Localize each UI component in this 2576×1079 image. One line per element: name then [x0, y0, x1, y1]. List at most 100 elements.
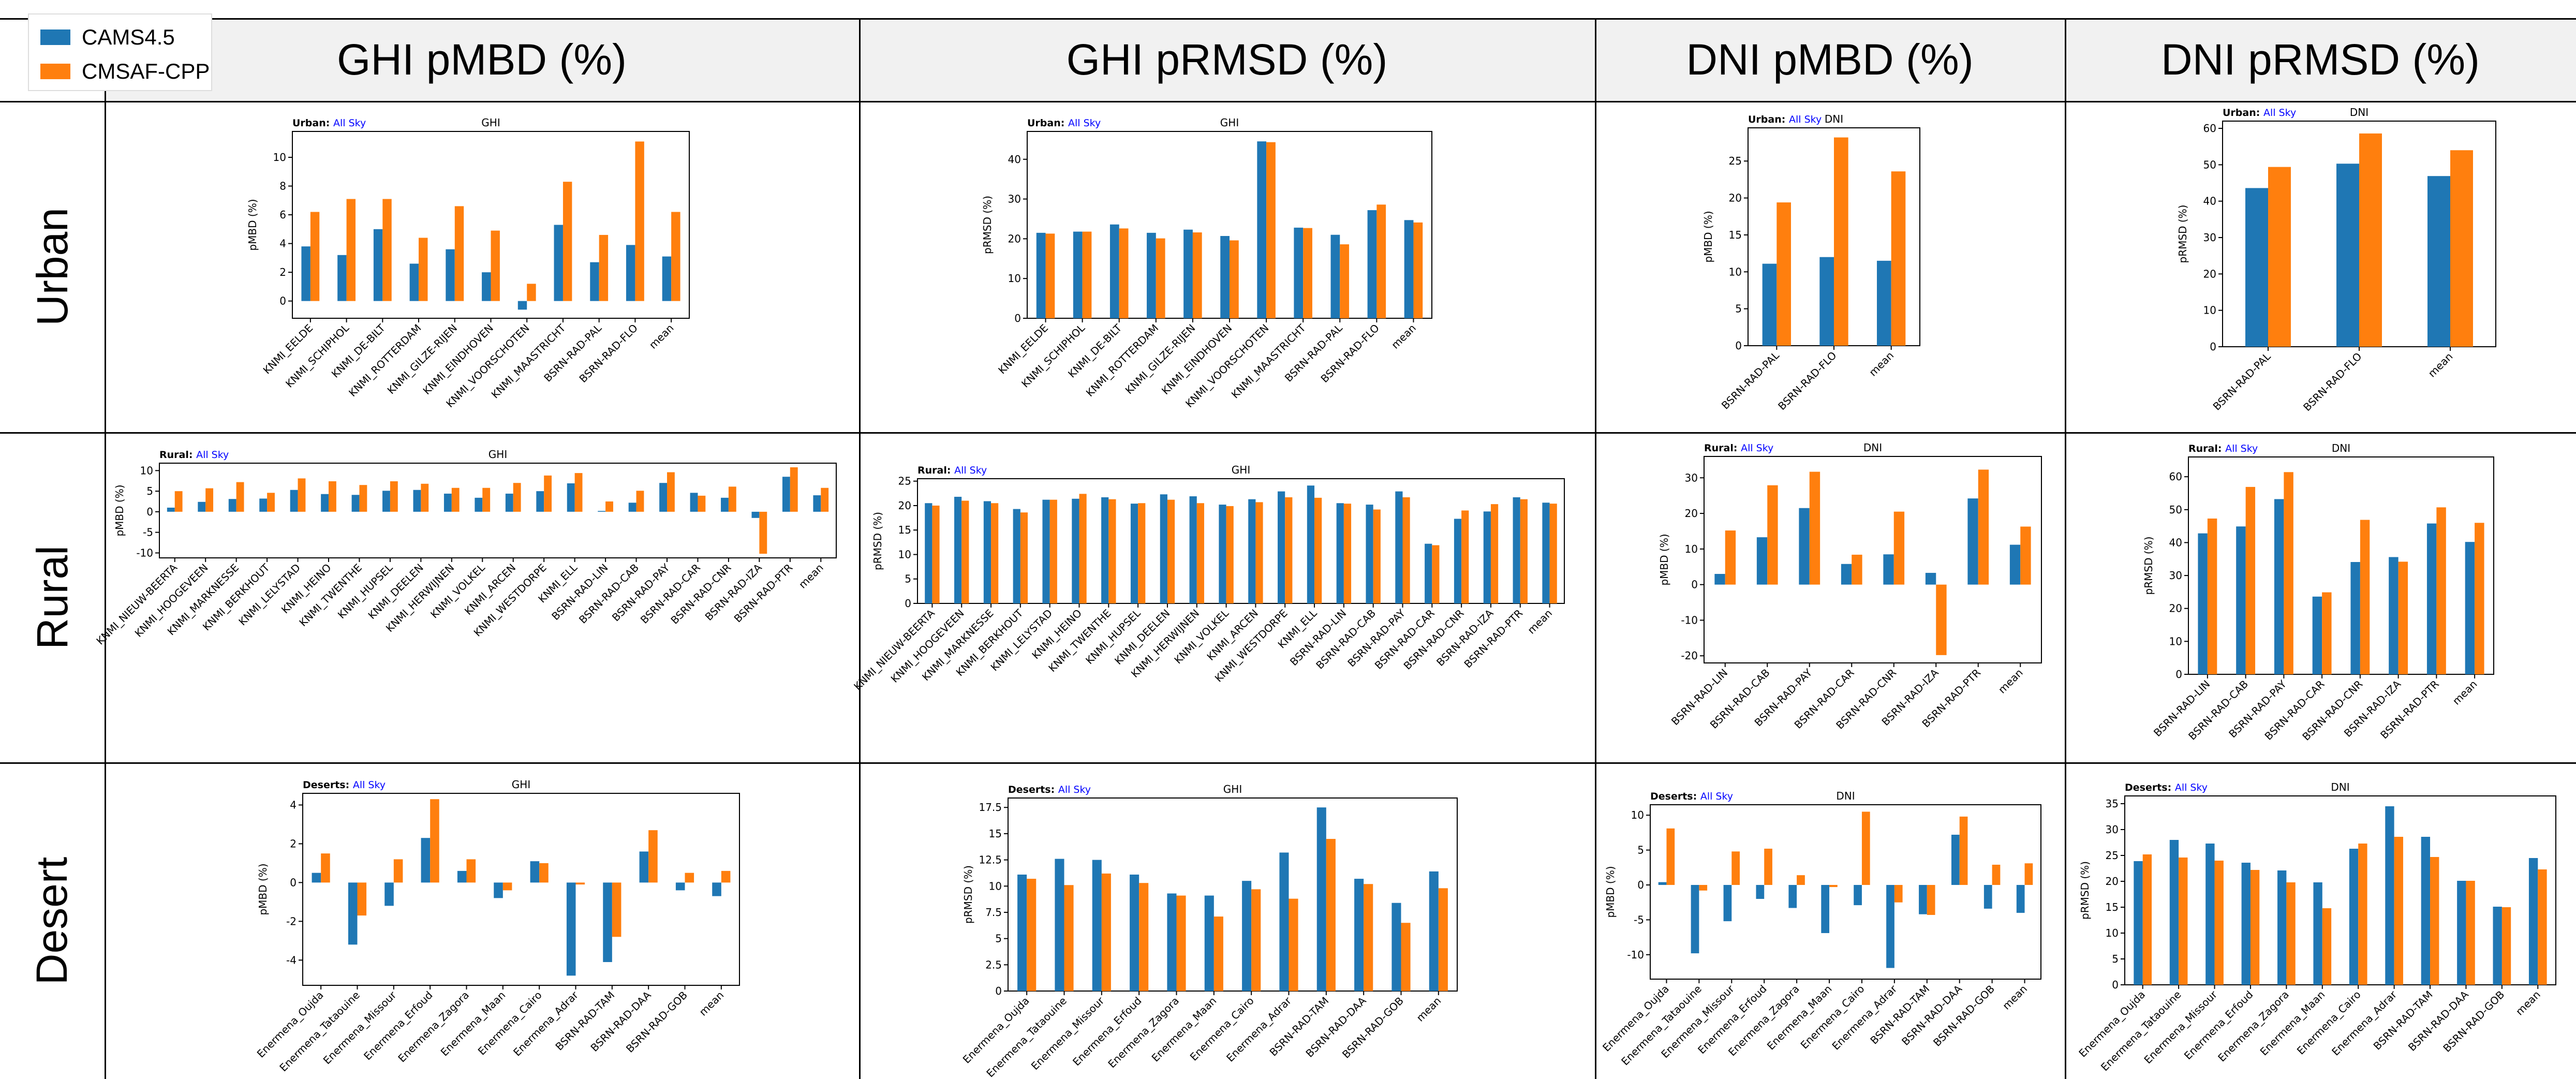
x-tick-label: BSRN-RAD-FLO	[1318, 322, 1381, 385]
bar-cams	[421, 838, 431, 883]
y-axis-label: pRMSD (%)	[871, 512, 884, 570]
plot-frame	[1027, 131, 1432, 319]
x-tick-label: KNMI_SCHIPHOL	[283, 321, 352, 390]
bar-cams	[751, 511, 760, 518]
bar-cmsaf	[454, 206, 464, 301]
bar-cams	[2421, 837, 2431, 985]
y-tick-label: 5	[146, 485, 153, 497]
bar-cmsaf	[1959, 816, 1968, 885]
y-tick-label: 10	[2169, 635, 2182, 647]
bar-cmsaf	[451, 487, 460, 512]
y-axis-label: pMBD (%)	[113, 484, 126, 536]
bar-cams	[2426, 523, 2437, 674]
plot-frame	[302, 793, 740, 986]
bar-cams	[2457, 881, 2466, 985]
bar-cams	[554, 225, 563, 301]
x-tick-label: Enermena_Missour	[1029, 994, 1107, 1072]
bar-cams	[1219, 505, 1226, 603]
y-tick-label: 0	[290, 876, 297, 889]
sky-label: All Sky	[1789, 114, 1822, 125]
bar-cmsaf	[1861, 811, 1870, 885]
bar-cams	[1395, 491, 1403, 603]
plot-frame	[2188, 456, 2494, 675]
bar-cams	[167, 507, 175, 512]
row-label-text: Rural	[27, 545, 77, 649]
plot-frame	[2124, 795, 2556, 985]
grid-line	[1595, 18, 1596, 1079]
x-tick-label: BSRN-RAD-LIN	[1287, 607, 1349, 668]
y-tick-label: 30	[2106, 823, 2119, 836]
chart-title: GHI	[1223, 783, 1242, 795]
bar-cams	[567, 483, 575, 512]
sky-label: All Sky	[1058, 784, 1091, 795]
x-tick-label: KNMI_MAASTRICHT	[1229, 321, 1309, 401]
x-tick-label: KNMI_HUPSEL	[335, 561, 395, 621]
y-tick-label: 0	[1735, 339, 1742, 352]
bar-cmsaf	[1340, 244, 1350, 318]
bar-cmsaf	[2358, 844, 2367, 985]
bar-cmsaf	[1314, 497, 1322, 603]
row-label: Desert	[0, 762, 105, 1079]
bar-cmsaf	[2394, 837, 2403, 985]
bar-cams	[1055, 859, 1064, 991]
x-tick-label: KNMI_HOOGEVEEN	[889, 607, 967, 685]
bar-cmsaf	[382, 199, 392, 301]
bar-cams	[1756, 885, 1765, 899]
y-tick-label: 5	[995, 933, 1002, 945]
x-tick-label: KNMI_LELYSTAD	[236, 561, 303, 628]
plot-frame	[1704, 456, 2042, 663]
bar-cmsaf	[1699, 885, 1708, 891]
x-tick-label: KNMI_NIEUW-BEERTA	[851, 607, 937, 692]
bar-cams	[443, 493, 452, 512]
bar-cams	[603, 882, 612, 963]
x-tick-label: mean	[2450, 678, 2480, 707]
y-tick-label: 30	[1008, 193, 1021, 205]
x-tick-label: BSRN-RAD-IZA	[2342, 677, 2404, 740]
bar-cams	[536, 491, 544, 512]
y-tick-label: 10	[1631, 809, 1644, 821]
x-tick-label: KNMI_EELDE	[996, 322, 1050, 377]
y-tick-label: 0	[1637, 879, 1644, 891]
y-axis-label: pMBD (%)	[246, 199, 259, 250]
x-tick-label: KNMI_DEELEN	[365, 561, 425, 622]
x-tick-label: KNMI_HEINO	[1029, 607, 1084, 662]
x-tick-label: KNMI_MARKNESSE	[165, 561, 242, 638]
bar-cams	[1821, 885, 1830, 934]
bar-cmsaf	[1079, 494, 1087, 603]
bar-cams	[1042, 499, 1050, 603]
sky-label: All Sky	[1068, 117, 1101, 129]
x-tick-label: BSRN-RAD-IZA	[703, 561, 765, 623]
bar-cams	[530, 861, 540, 883]
y-tick-label: 0	[995, 985, 1002, 997]
bar-cams	[1429, 871, 1439, 991]
bar-cams	[1354, 879, 1364, 991]
chart-title: DNI	[2332, 442, 2350, 454]
bar-cams	[1877, 260, 1891, 346]
y-tick-label: 25	[2106, 849, 2119, 862]
bar-cams	[2312, 596, 2322, 674]
bar-cmsaf	[698, 495, 706, 512]
y-tick-label: 10	[989, 880, 1002, 892]
bar-cmsaf	[1809, 471, 1820, 585]
bar-cams	[628, 502, 636, 512]
bar-cmsaf	[1666, 828, 1675, 885]
bar-cmsaf	[1251, 889, 1261, 991]
bar-cams	[1886, 885, 1894, 968]
bar-cmsaf	[1285, 497, 1293, 603]
x-tick-label: KNMI_WESTDORPE	[471, 561, 549, 639]
x-tick-label: Enermena_Tataouine	[2098, 988, 2184, 1074]
bar-cams	[1130, 874, 1139, 991]
x-tick-label: KNMI_NIEUW-BEERTA	[94, 561, 180, 647]
bar-cams	[1307, 485, 1315, 603]
x-tick-label: Enermena_Maan	[1149, 995, 1219, 1065]
bar-cams	[2236, 526, 2246, 674]
bar-cams	[1454, 519, 1462, 603]
bar-cmsaf	[174, 491, 183, 512]
y-tick-label: -4	[286, 954, 297, 966]
bar-cams	[409, 263, 419, 301]
x-tick-label: Enermena_Erfoud	[1695, 983, 1769, 1057]
bar-cmsaf	[932, 505, 940, 603]
bar-cmsaf	[574, 473, 583, 512]
